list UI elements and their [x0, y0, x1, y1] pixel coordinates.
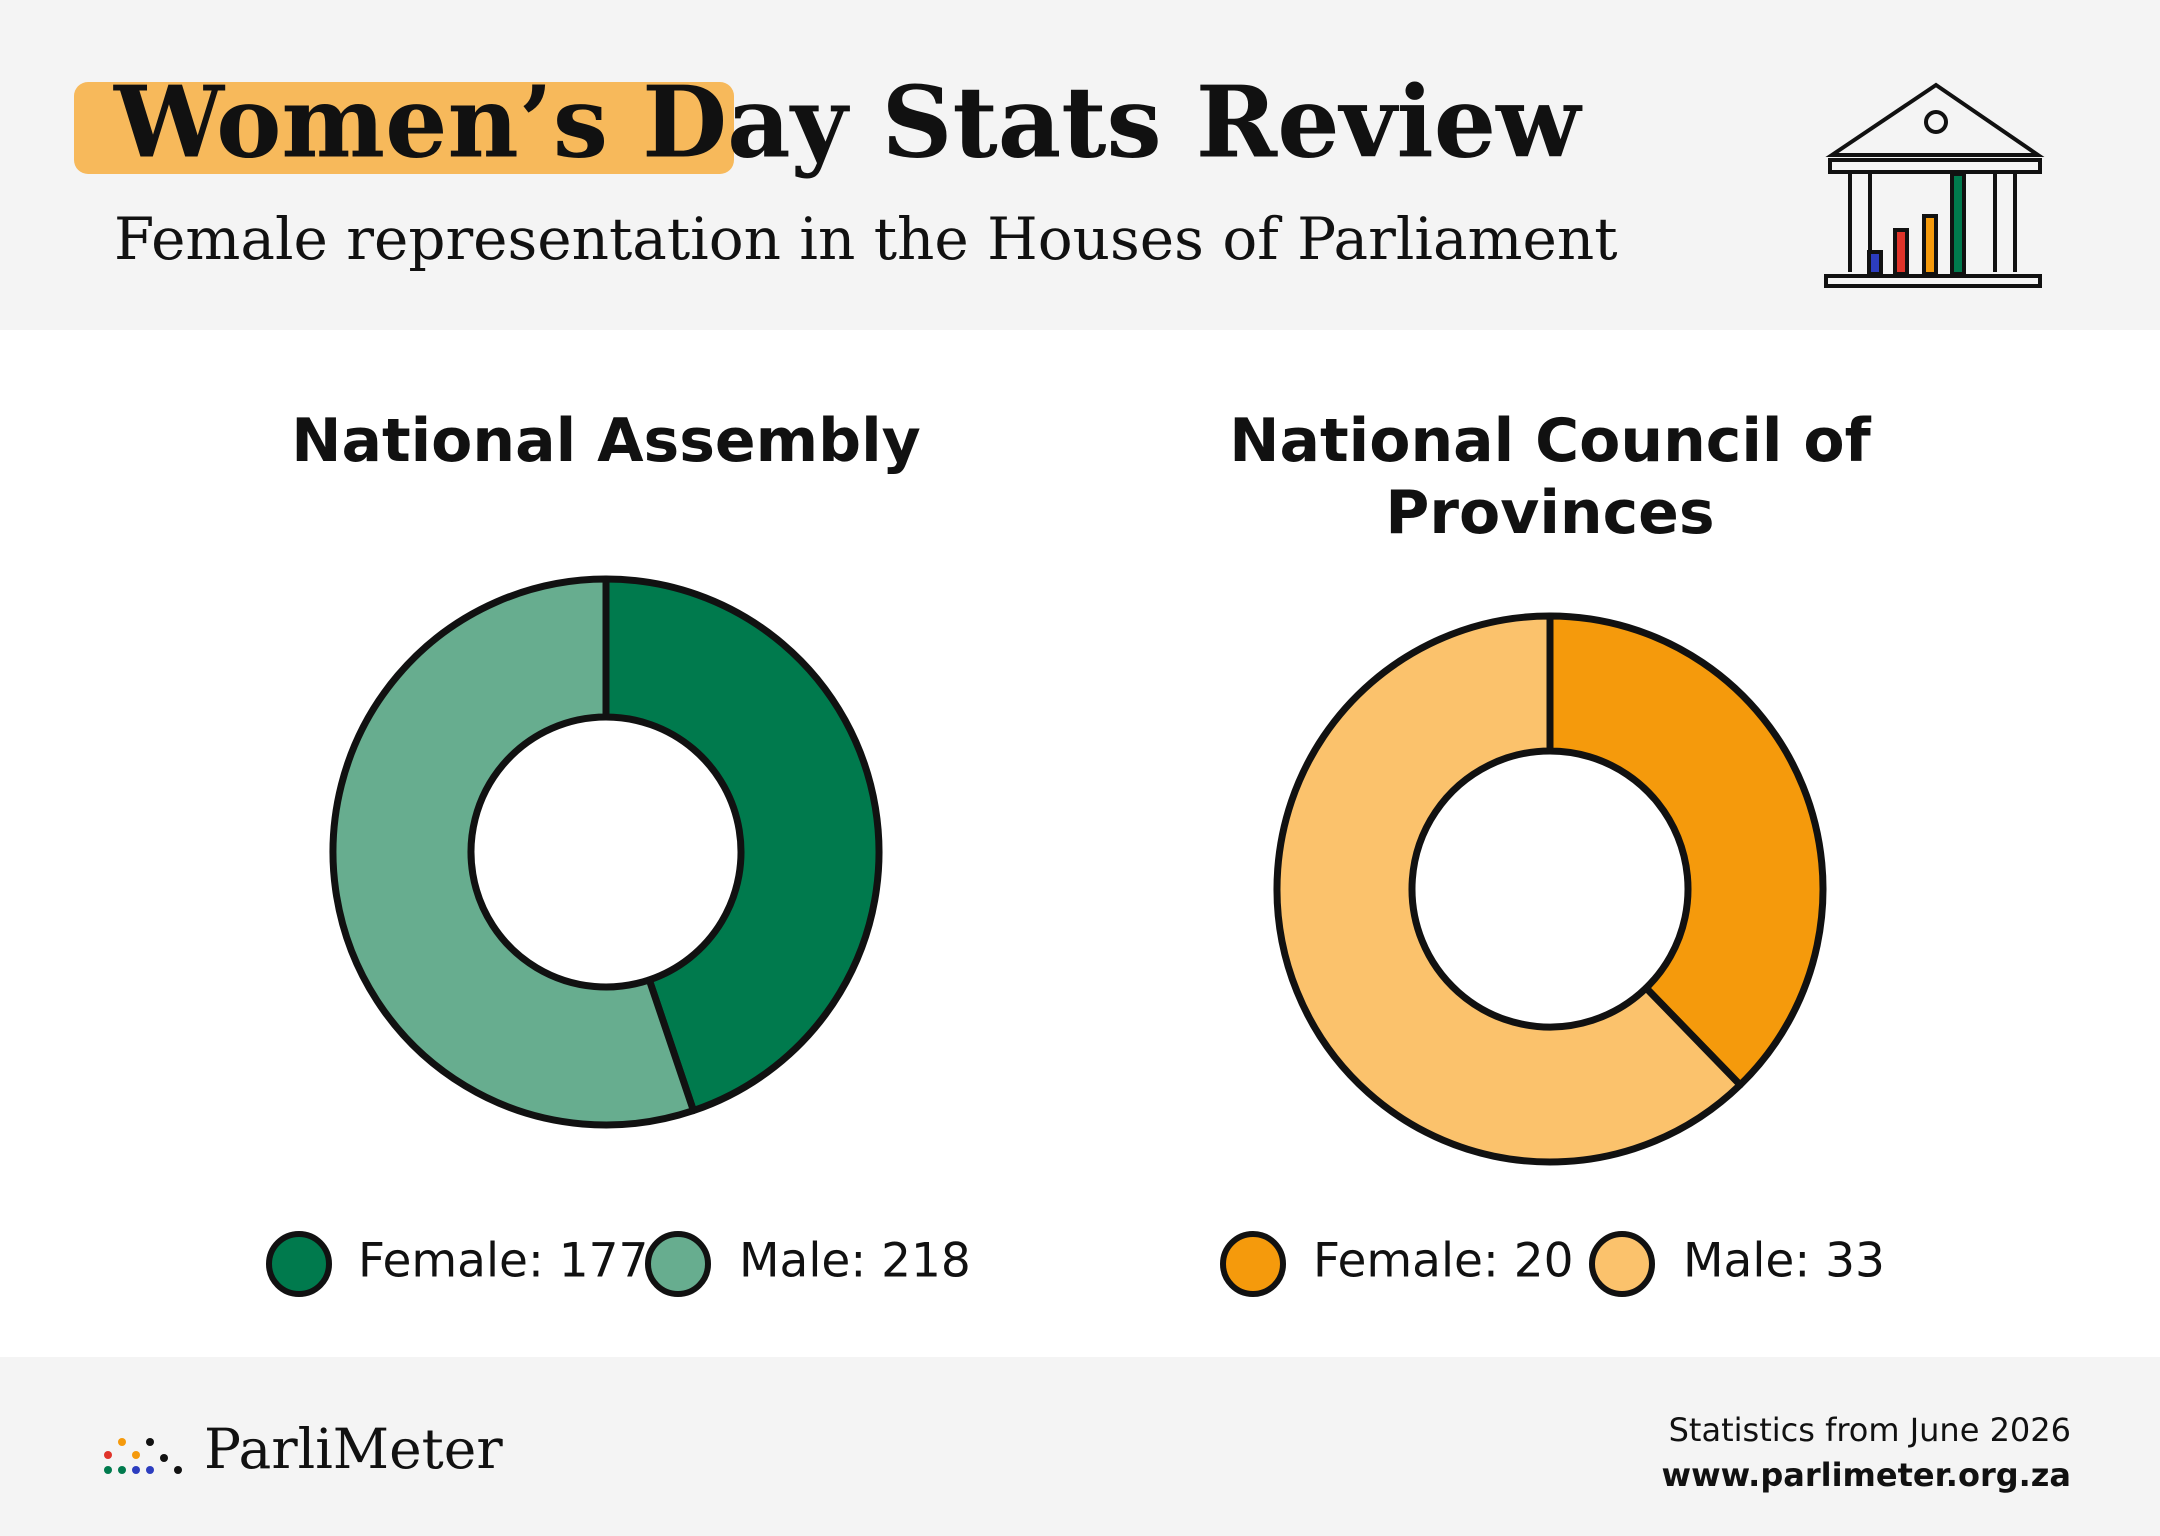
url: www.parlimeter.org.za — [1662, 1456, 2071, 1494]
donut-segment — [329, 575, 697, 1129]
legend-swatch — [1220, 1231, 1286, 1297]
donut-segment — [1273, 612, 1744, 1166]
brand: ParliMeter — [204, 1417, 503, 1481]
legend-swatch — [1589, 1231, 1655, 1297]
legend-label: Male: 218 — [739, 1234, 971, 1289]
subtitle: Female representation in the Houses of P… — [114, 205, 1618, 273]
chart-title: National Council of Provinces — [1229, 406, 1871, 548]
building-icon — [1824, 82, 2045, 288]
donut-segment — [602, 575, 883, 1115]
legend-swatch — [266, 1231, 332, 1297]
chart-title: National Assembly — [291, 406, 921, 476]
source: Statistics from June 2026 — [1669, 1411, 2071, 1449]
legend-label: Female: 20 — [1313, 1234, 1574, 1289]
legend-label: Female: 177 — [358, 1234, 648, 1289]
donut-segment — [1546, 612, 1827, 1089]
legend-label: Male: 33 — [1683, 1234, 1885, 1289]
highlight — [74, 82, 734, 174]
footer-bg — [0, 1357, 2160, 1536]
logo-dots — [104, 1438, 182, 1474]
title: Women’s Day Stats Review — [113, 65, 1583, 180]
legend-swatch — [645, 1231, 711, 1297]
